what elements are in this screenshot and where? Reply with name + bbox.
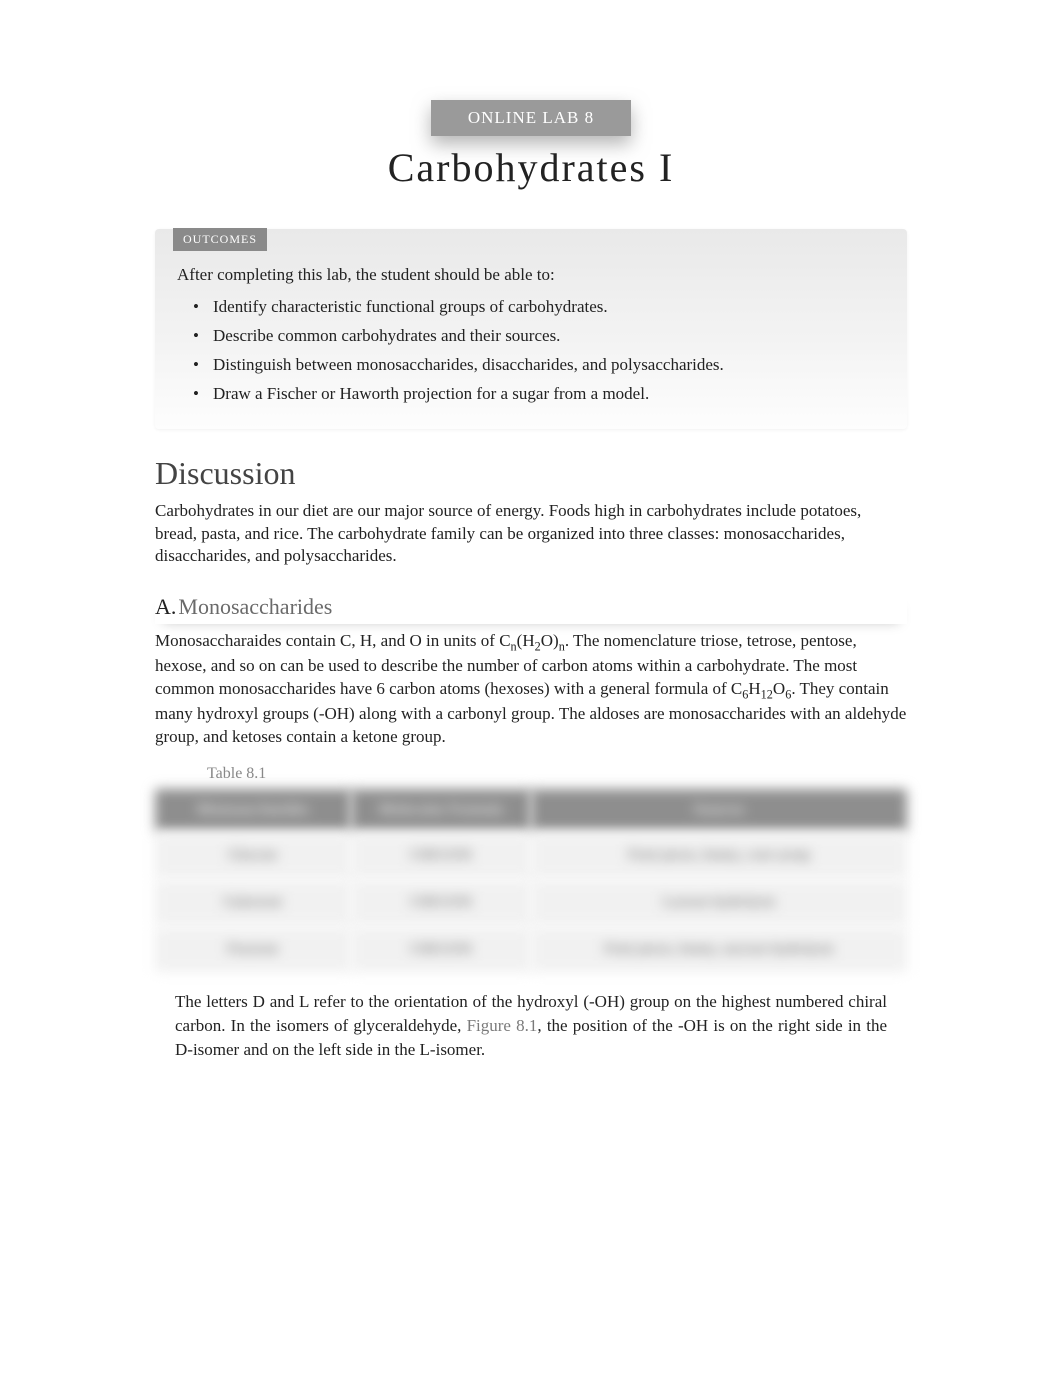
cell: Fruit juices, honey, sucrose hydrolysis bbox=[531, 926, 907, 972]
figure-reference[interactable]: Figure 8.1 bbox=[467, 1016, 538, 1035]
list-item: Identify characteristic functional group… bbox=[199, 293, 885, 322]
cell: Fruit juices, honey, corn syrup bbox=[531, 832, 907, 879]
list-item: Distinguish between monosaccharides, dis… bbox=[199, 351, 885, 380]
cell: Galactose bbox=[155, 879, 351, 926]
monosaccharide-table: Monosaccharides Molecular Formula Source… bbox=[155, 789, 907, 972]
col-header: Molecular Formula bbox=[351, 789, 531, 832]
text: Monosaccharaides contain C, H, and O in … bbox=[155, 631, 499, 650]
outcomes-lead: After completing this lab, the student s… bbox=[177, 265, 885, 285]
outcomes-tab: OUTCOMES bbox=[173, 228, 267, 251]
list-item: Describe common carbohydrates and their … bbox=[199, 322, 885, 351]
cell: Lactose hydrolysis bbox=[531, 879, 907, 926]
after-table-paragraph: The letters D and L refer to the orienta… bbox=[175, 990, 887, 1061]
cell: Glucose bbox=[155, 832, 351, 879]
section-a-paragraph: Monosaccharaides contain C, H, and O in … bbox=[155, 630, 907, 749]
table-header-row: Monosaccharides Molecular Formula Source… bbox=[155, 789, 907, 832]
list-item: Draw a Fischer or Haworth projection for… bbox=[199, 380, 885, 409]
page-title: Carbohydrates I bbox=[155, 144, 907, 191]
formula: C6H12O6 bbox=[731, 679, 791, 698]
discussion-heading: Discussion bbox=[155, 455, 907, 492]
cell: C6H12O6 bbox=[351, 926, 531, 972]
outcomes-box: OUTCOMES After completing this lab, the … bbox=[155, 229, 907, 429]
col-header: Monosaccharides bbox=[155, 789, 351, 832]
lab-badge: ONLINE LAB 8 bbox=[431, 100, 631, 136]
table-row: Galactose C6H12O6 Lactose hydrolysis bbox=[155, 879, 907, 926]
formula: Cn(H2O)n bbox=[499, 631, 565, 650]
table-caption: Table 8.1 bbox=[207, 765, 907, 783]
cell: Fructose bbox=[155, 926, 351, 972]
cell: C6H12O6 bbox=[351, 879, 531, 926]
discussion-paragraph: Carbohydrates in our diet are our major … bbox=[155, 500, 907, 569]
cell: C6H12O6 bbox=[351, 832, 531, 879]
section-title: Monosaccharides bbox=[178, 594, 332, 619]
col-header: Sources bbox=[531, 789, 907, 832]
section-a-heading: A.Monosaccharides bbox=[155, 594, 907, 624]
table-row: Fructose C6H12O6 Fruit juices, honey, su… bbox=[155, 926, 907, 972]
section-letter: A. bbox=[155, 594, 176, 619]
outcomes-list: Identify characteristic functional group… bbox=[177, 293, 885, 409]
table-row: Glucose C6H12O6 Fruit juices, honey, cor… bbox=[155, 832, 907, 879]
